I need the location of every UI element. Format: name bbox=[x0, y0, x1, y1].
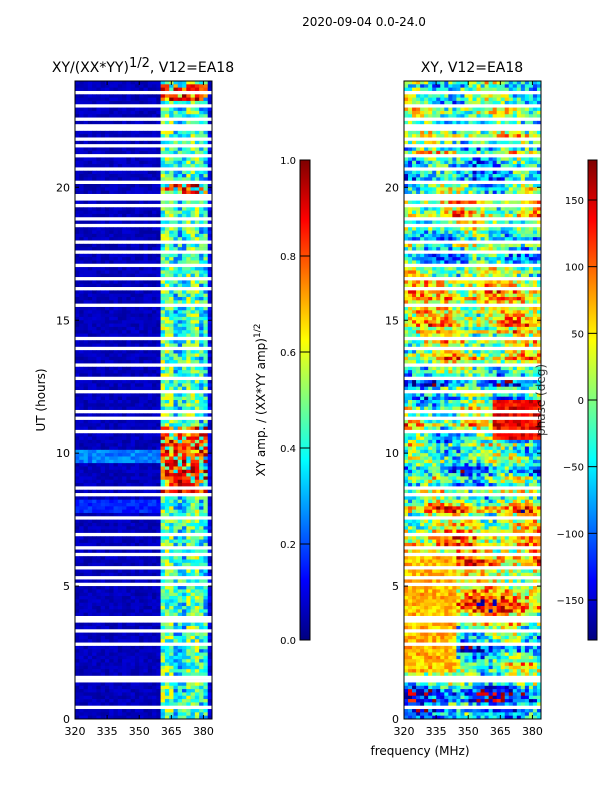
colorbar-tick-label: 1.0 bbox=[280, 156, 296, 167]
y-tick-label: 10 bbox=[56, 447, 70, 460]
y-tick-label: 15 bbox=[385, 314, 399, 327]
phase-heatmap bbox=[403, 80, 542, 720]
colorbar-tick-label: 0.6 bbox=[280, 348, 296, 359]
amp-title: XY/(XX*YY)1/2, V12=EA18 bbox=[52, 56, 234, 76]
amp-colorbar: 0.0 0.2 0.4 0.6 0.8 1.0 bbox=[280, 156, 311, 647]
y-tick-label: 20 bbox=[56, 181, 70, 194]
x-tick-label: 320 bbox=[65, 725, 86, 738]
colorbar-tick-label: 0.4 bbox=[280, 444, 296, 455]
x-tick-label: 335 bbox=[426, 725, 447, 738]
amp-x-axis: 320 335 350 365 380 bbox=[65, 81, 214, 738]
x-tick-label: 365 bbox=[490, 725, 511, 738]
x-tick-label: 380 bbox=[522, 725, 543, 738]
amp-ylabel: UT (hours) bbox=[34, 368, 48, 431]
amp-y-axis: 0 5 10 15 20 bbox=[56, 181, 212, 726]
colorbar-tick-label: 0.0 bbox=[280, 636, 296, 647]
y-tick-label: 5 bbox=[392, 580, 399, 593]
phase-x-axis: 320 335 350 365 380 bbox=[394, 81, 543, 738]
x-tick-label: 365 bbox=[161, 725, 182, 738]
colorbar-tick-label: −100 bbox=[557, 529, 584, 540]
phase-colorbar-label: phase (deg) bbox=[534, 364, 548, 436]
x-tick-label: 335 bbox=[97, 725, 118, 738]
x-tick-label: 320 bbox=[394, 725, 415, 738]
colorbar-tick-label: 150 bbox=[565, 196, 584, 207]
colorbar-tick-label: 0.2 bbox=[280, 540, 296, 551]
phase-title: XY, V12=EA18 bbox=[421, 60, 523, 76]
colorbar-tick-label: 0.8 bbox=[280, 252, 296, 263]
y-tick-label: 10 bbox=[385, 447, 399, 460]
x-tick-label: 350 bbox=[458, 725, 479, 738]
x-axis-label: frequency (MHz) bbox=[370, 744, 469, 758]
colorbar-tick-label: −50 bbox=[563, 463, 584, 474]
page-title: 2020-09-04 0.0-24.0 bbox=[302, 15, 426, 29]
colorbar-tick-label: 50 bbox=[571, 329, 584, 340]
amp-colorbar-label: XY amp. / (XX*YY amp)1/2 bbox=[253, 324, 268, 477]
x-tick-label: 380 bbox=[193, 725, 214, 738]
colorbar-tick-label: −150 bbox=[557, 596, 584, 607]
y-tick-label: 15 bbox=[56, 314, 70, 327]
y-tick-label: 20 bbox=[385, 181, 399, 194]
y-tick-label: 0 bbox=[392, 713, 399, 726]
y-tick-label: 5 bbox=[63, 580, 70, 593]
phase-y-axis: 0 5 10 15 20 bbox=[385, 181, 541, 726]
y-tick-label: 0 bbox=[63, 713, 70, 726]
colorbar-tick-label: 0 bbox=[578, 396, 584, 407]
x-tick-label: 350 bbox=[129, 725, 150, 738]
phase-colorbar: −150 −100 −50 0 50 100 150 bbox=[557, 159, 598, 641]
colorbar-tick-label: 100 bbox=[565, 263, 584, 274]
amp-heatmap bbox=[74, 80, 213, 720]
